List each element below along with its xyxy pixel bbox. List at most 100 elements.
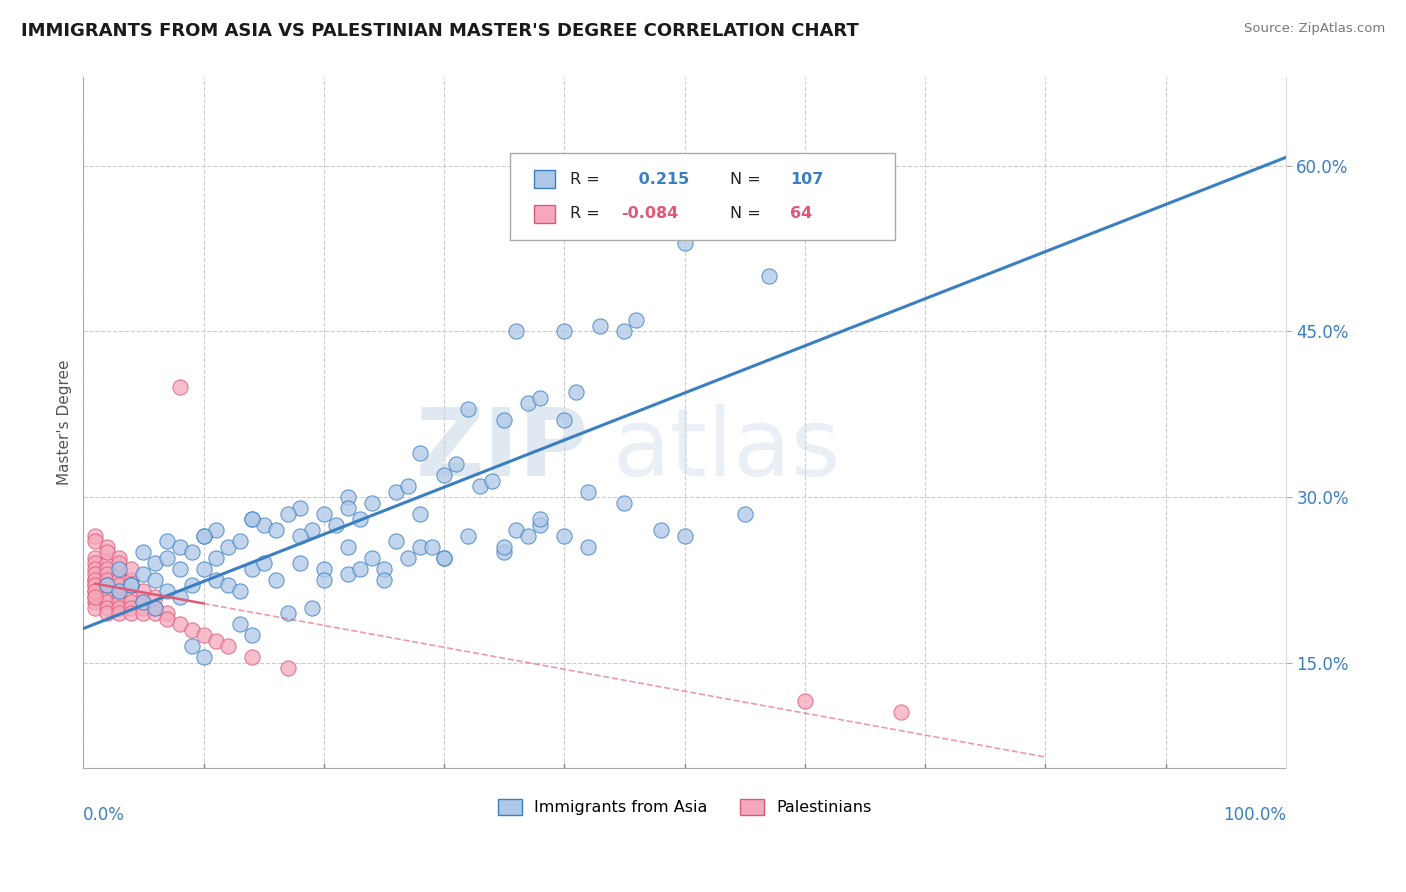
Point <box>108 600 131 615</box>
Point <box>193 529 215 543</box>
Point <box>253 557 276 571</box>
Point <box>301 523 323 537</box>
Point <box>264 523 287 537</box>
Point <box>108 595 131 609</box>
Point <box>120 595 142 609</box>
Point <box>96 578 118 592</box>
Point <box>108 550 131 565</box>
Text: 107: 107 <box>790 171 823 186</box>
FancyBboxPatch shape <box>534 205 555 223</box>
Point <box>96 584 118 599</box>
Point <box>349 562 371 576</box>
Point <box>409 446 432 460</box>
Point <box>457 401 479 416</box>
Point <box>180 545 202 559</box>
Point <box>288 529 311 543</box>
Point <box>84 578 107 592</box>
Point <box>193 628 215 642</box>
Point <box>277 606 299 620</box>
Point <box>361 496 384 510</box>
Point <box>312 507 335 521</box>
Point <box>132 545 155 559</box>
Point <box>96 562 118 576</box>
Point <box>120 562 142 576</box>
Point <box>84 578 107 592</box>
Point <box>132 600 155 615</box>
Point <box>120 590 142 604</box>
Point <box>240 512 263 526</box>
Point <box>96 595 118 609</box>
Point <box>156 550 179 565</box>
Point <box>156 584 179 599</box>
Point <box>84 534 107 549</box>
Legend: Immigrants from Asia, Palestinians: Immigrants from Asia, Palestinians <box>491 792 877 822</box>
Point <box>517 396 540 410</box>
Point <box>793 694 815 708</box>
Point <box>228 534 250 549</box>
Point <box>204 573 226 587</box>
Point <box>217 639 239 653</box>
Point <box>193 529 215 543</box>
Point <box>553 529 575 543</box>
Point <box>758 269 780 284</box>
Point <box>84 550 107 565</box>
Point <box>288 501 311 516</box>
Point <box>96 578 118 592</box>
Text: IMMIGRANTS FROM ASIA VS PALESTINIAN MASTER'S DEGREE CORRELATION CHART: IMMIGRANTS FROM ASIA VS PALESTINIAN MAST… <box>21 22 859 40</box>
Point <box>108 557 131 571</box>
Point <box>145 590 167 604</box>
Point <box>277 661 299 675</box>
Point <box>240 650 263 665</box>
Point <box>793 197 815 211</box>
Point <box>169 562 191 576</box>
Point <box>108 567 131 582</box>
Point <box>132 584 155 599</box>
Point <box>373 573 395 587</box>
Point <box>108 584 131 599</box>
Point <box>576 484 599 499</box>
Point <box>433 468 456 483</box>
Point <box>336 490 359 504</box>
Point <box>120 578 142 592</box>
Point <box>505 523 527 537</box>
Point <box>312 562 335 576</box>
Point <box>169 540 191 554</box>
Point <box>228 584 250 599</box>
Text: 64: 64 <box>790 206 813 221</box>
Point <box>96 545 118 559</box>
Point <box>420 540 443 554</box>
Text: 0.215: 0.215 <box>634 171 690 186</box>
Point <box>169 590 191 604</box>
Point <box>84 584 107 599</box>
Point <box>204 550 226 565</box>
Text: -0.084: -0.084 <box>621 206 679 221</box>
Point <box>108 606 131 620</box>
Point <box>361 550 384 565</box>
Point <box>529 391 551 405</box>
Point <box>336 567 359 582</box>
Point <box>120 573 142 587</box>
Point <box>589 318 612 333</box>
Point <box>553 325 575 339</box>
Point <box>217 578 239 592</box>
Point <box>156 534 179 549</box>
Point <box>565 385 588 400</box>
Point <box>169 379 191 393</box>
Point <box>96 578 118 592</box>
Point <box>325 517 347 532</box>
Point <box>650 523 672 537</box>
Point <box>84 595 107 609</box>
Point <box>169 617 191 632</box>
Point <box>108 584 131 599</box>
Point <box>240 628 263 642</box>
Text: ZIP: ZIP <box>416 404 588 496</box>
Point <box>156 606 179 620</box>
Point <box>180 639 202 653</box>
Point <box>529 517 551 532</box>
Point <box>494 413 516 427</box>
Point <box>517 529 540 543</box>
Point <box>505 325 527 339</box>
Point <box>385 484 408 499</box>
Point <box>120 578 142 592</box>
Point <box>853 209 876 223</box>
